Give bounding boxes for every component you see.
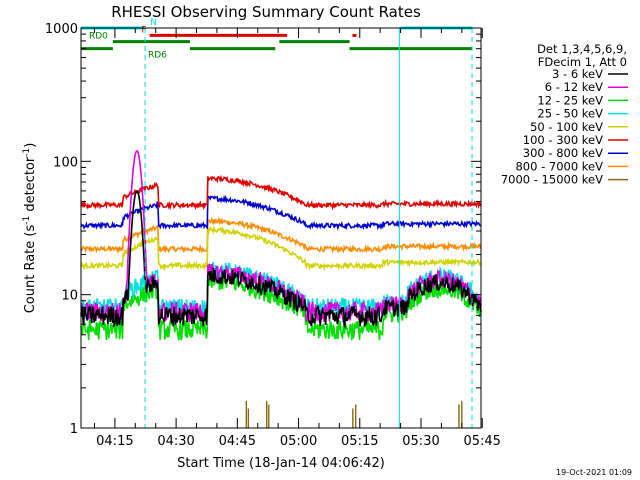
series-line	[80, 190, 482, 330]
chart-title: RHESSI Observing Summary Count Rates	[111, 3, 421, 21]
footer-date: 19-Oct-2021 01:09	[556, 468, 632, 477]
legend-label: 7000 - 15000 keV	[501, 173, 603, 187]
x-tick-label: 05:00	[280, 434, 317, 449]
legend: Det 1,3,4,5,6,9, FDecim 1, Att 0 3 - 6 k…	[501, 42, 628, 187]
y-tick-label: 1000	[45, 22, 78, 37]
series-line	[80, 193, 482, 231]
legend-label: 100 - 300 keV	[523, 133, 603, 147]
legend-header-line2: FDecim 1, Att 0	[538, 55, 627, 69]
legend-label: 12 - 25 keV	[537, 93, 603, 107]
x-tick-label: 05:45	[463, 434, 500, 449]
vertical-lines	[80, 28, 473, 428]
status-bar-label: N	[150, 18, 157, 28]
x-tick-label: 04:45	[219, 434, 256, 449]
series-line	[80, 224, 482, 272]
status-bar-label: RD6	[148, 51, 167, 61]
status-bars: NF RD0 RD6	[81, 18, 473, 61]
x-axis-ticks: 04:15 04:30 04:45 05:00 05:15 05:30 05:45	[93, 28, 501, 449]
series-line	[80, 174, 482, 211]
status-bar-label: RD0	[89, 32, 108, 42]
x-tick-label: 05:30	[402, 434, 439, 449]
series-line	[80, 272, 482, 341]
plot-frame	[80, 27, 482, 429]
y-tick-label: 10	[61, 289, 78, 304]
legend-label: 300 - 800 keV	[523, 146, 603, 160]
legend-header-line1: Det 1,3,4,5,6,9,	[537, 42, 627, 56]
legend-label: 800 - 7000 keV	[515, 159, 603, 173]
plot-area: NF RD0 RD6 1 10 100 1000 04:15 04:30 04:45 05:00…	[45, 18, 501, 449]
y-axis-label: Count Rate (s-1 detector-1)	[22, 143, 38, 314]
y-axis-ticks: 1 10 100 1000	[45, 22, 481, 437]
legend-label: 6 - 12 keV	[545, 80, 603, 94]
x-tick-label: 04:15	[96, 434, 133, 449]
series-line	[80, 216, 482, 254]
data-series	[80, 149, 482, 428]
legend-label: 3 - 6 keV	[552, 67, 603, 81]
y-tick-label: 1	[70, 422, 78, 437]
legend-label: 25 - 50 keV	[537, 107, 603, 121]
x-tick-label: 04:30	[157, 434, 194, 449]
x-axis-label: Start Time (18-Jan-14 04:06:42)	[177, 456, 385, 471]
y-tick-label: 100	[53, 155, 78, 170]
status-bar-label: F	[141, 25, 146, 35]
legend-label: 50 - 100 keV	[530, 120, 603, 134]
x-tick-label: 05:15	[341, 434, 378, 449]
